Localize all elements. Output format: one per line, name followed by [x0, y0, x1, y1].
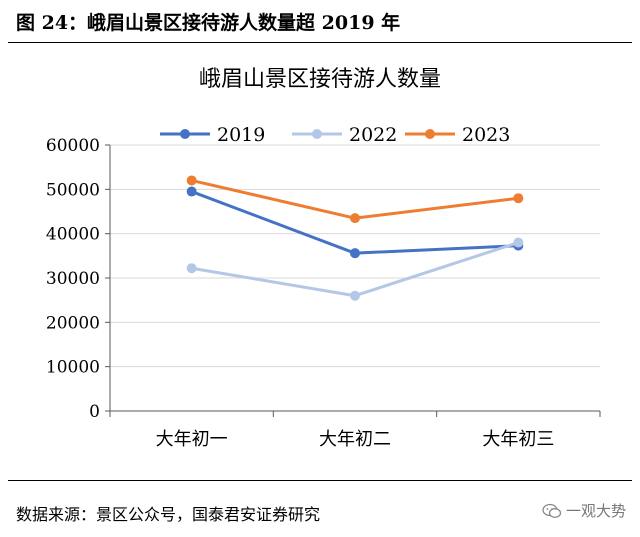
watermark: 一观大势 [542, 500, 626, 521]
legend-label-2019: 2019 [217, 124, 265, 146]
data-point-2023 [513, 193, 524, 204]
x-tick-labels: 大年初一 大年初二 大年初三 [109, 411, 601, 450]
y-tick-label: 50000 [46, 180, 100, 200]
legend-label-2022: 2022 [349, 124, 397, 146]
y-tick-label: 30000 [46, 269, 100, 289]
figure-caption: 图 24：峨眉山景区接待游人数量超 2019 年 [16, 12, 401, 34]
x-tick-label: 大年初二 [319, 429, 391, 450]
data-point-2019 [186, 186, 197, 197]
y-tick-label: 20000 [46, 313, 100, 333]
legend-marker-2023 [425, 129, 435, 139]
y-tick-label: 40000 [46, 225, 100, 245]
top-rule [8, 42, 632, 43]
bottom-rule [8, 480, 632, 481]
source-note: 数据来源：景区公众号，国泰君安证券研究 [16, 505, 321, 524]
data-point-2022 [186, 263, 197, 274]
x-tick-label: 大年初一 [156, 429, 228, 450]
legend-marker-2022 [312, 129, 322, 139]
data-point-2023 [350, 213, 360, 224]
chart-title: 峨眉山景区接待游人数量 [199, 67, 441, 92]
data-point-2022 [350, 290, 360, 301]
data-point-2023 [186, 175, 197, 186]
watermark-text: 一观大势 [565, 502, 626, 520]
axes [109, 145, 600, 412]
series-line-2023 [191, 179, 519, 220]
legend: 2019 2022 2023 [160, 124, 510, 146]
legend-label-2023: 2023 [462, 124, 510, 146]
data-point-2019 [350, 248, 360, 259]
y-tick-label: 10000 [46, 358, 100, 378]
legend-marker-2019 [180, 129, 190, 139]
data-point-2022 [513, 237, 524, 248]
y-tick-label: 0 [89, 402, 100, 422]
y-tick-labels: 0 10000 20000 30000 40000 50000 60000 [46, 136, 110, 422]
x-tick-label: 大年初三 [482, 429, 554, 450]
line-chart: 峨眉山景区接待游人数量 0 10000 20000 30000 40000 50000 60… [46, 67, 601, 450]
series-lines [186, 175, 524, 301]
y-tick-label: 60000 [46, 136, 100, 156]
wechat-icon [542, 503, 562, 518]
